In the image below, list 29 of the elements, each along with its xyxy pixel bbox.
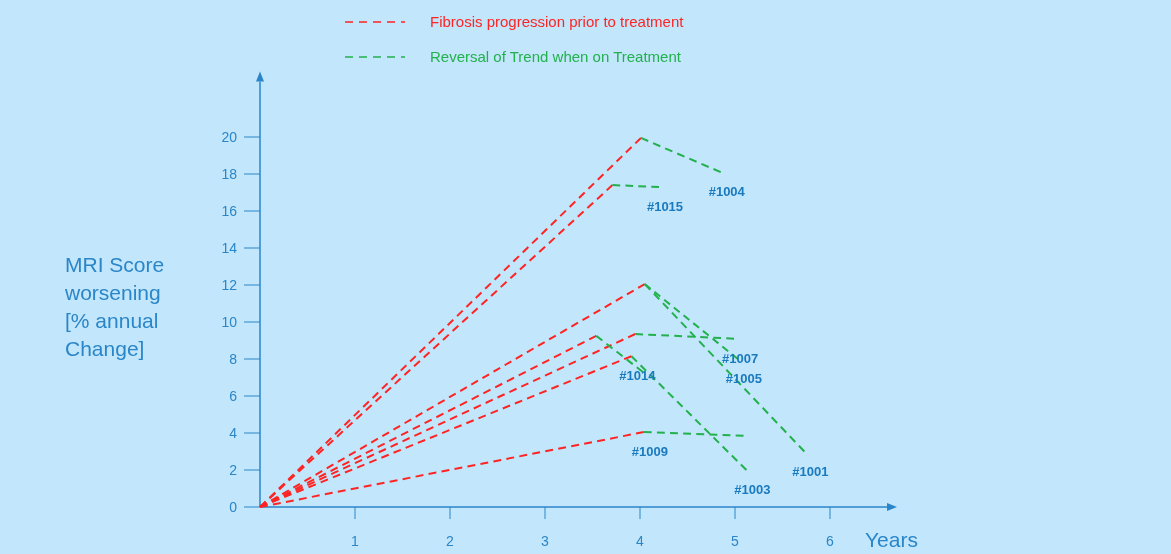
- x-tick-label: 5: [731, 533, 740, 549]
- annotation: #1005: [725, 371, 762, 386]
- x-tick-label: 1: [351, 533, 360, 549]
- y-tick-label: 4: [229, 425, 238, 441]
- legend-label: Fibrosis progression prior to treatment: [430, 13, 685, 30]
- annotation: #1007: [721, 350, 759, 366]
- y-tick-label: 8: [229, 351, 238, 367]
- y-axis-title: MRI Score worsening [% annual Change]: [64, 253, 165, 360]
- x-axis-title: Years: [865, 528, 918, 551]
- y-tick-label: 18: [221, 166, 238, 182]
- y-tick-label: 12: [221, 277, 238, 293]
- annotation: #1009: [631, 444, 668, 460]
- x-tick-label: 4: [636, 533, 645, 549]
- x-tick-label: 2: [446, 533, 455, 549]
- y-tick-label: 20: [221, 129, 238, 145]
- y-tick-label: 6: [229, 388, 238, 404]
- y-tick-label: 2: [229, 462, 238, 478]
- y-tick-label: 14: [221, 240, 238, 256]
- annotation: #1015: [646, 198, 684, 214]
- x-tick-label: 3: [541, 533, 550, 549]
- y-tick-label: 16: [221, 203, 238, 219]
- y-tick-label: 10: [221, 314, 238, 330]
- annotation: #1014: [619, 368, 657, 384]
- y-tick-label: 0: [229, 499, 238, 515]
- x-tick-label: 6: [826, 533, 835, 549]
- annotation: #1001: [792, 463, 829, 479]
- annotation: #1004: [708, 184, 746, 200]
- annotation: #1003: [734, 482, 771, 497]
- legend-label: Reversal of Trend when on Treatment: [430, 48, 682, 65]
